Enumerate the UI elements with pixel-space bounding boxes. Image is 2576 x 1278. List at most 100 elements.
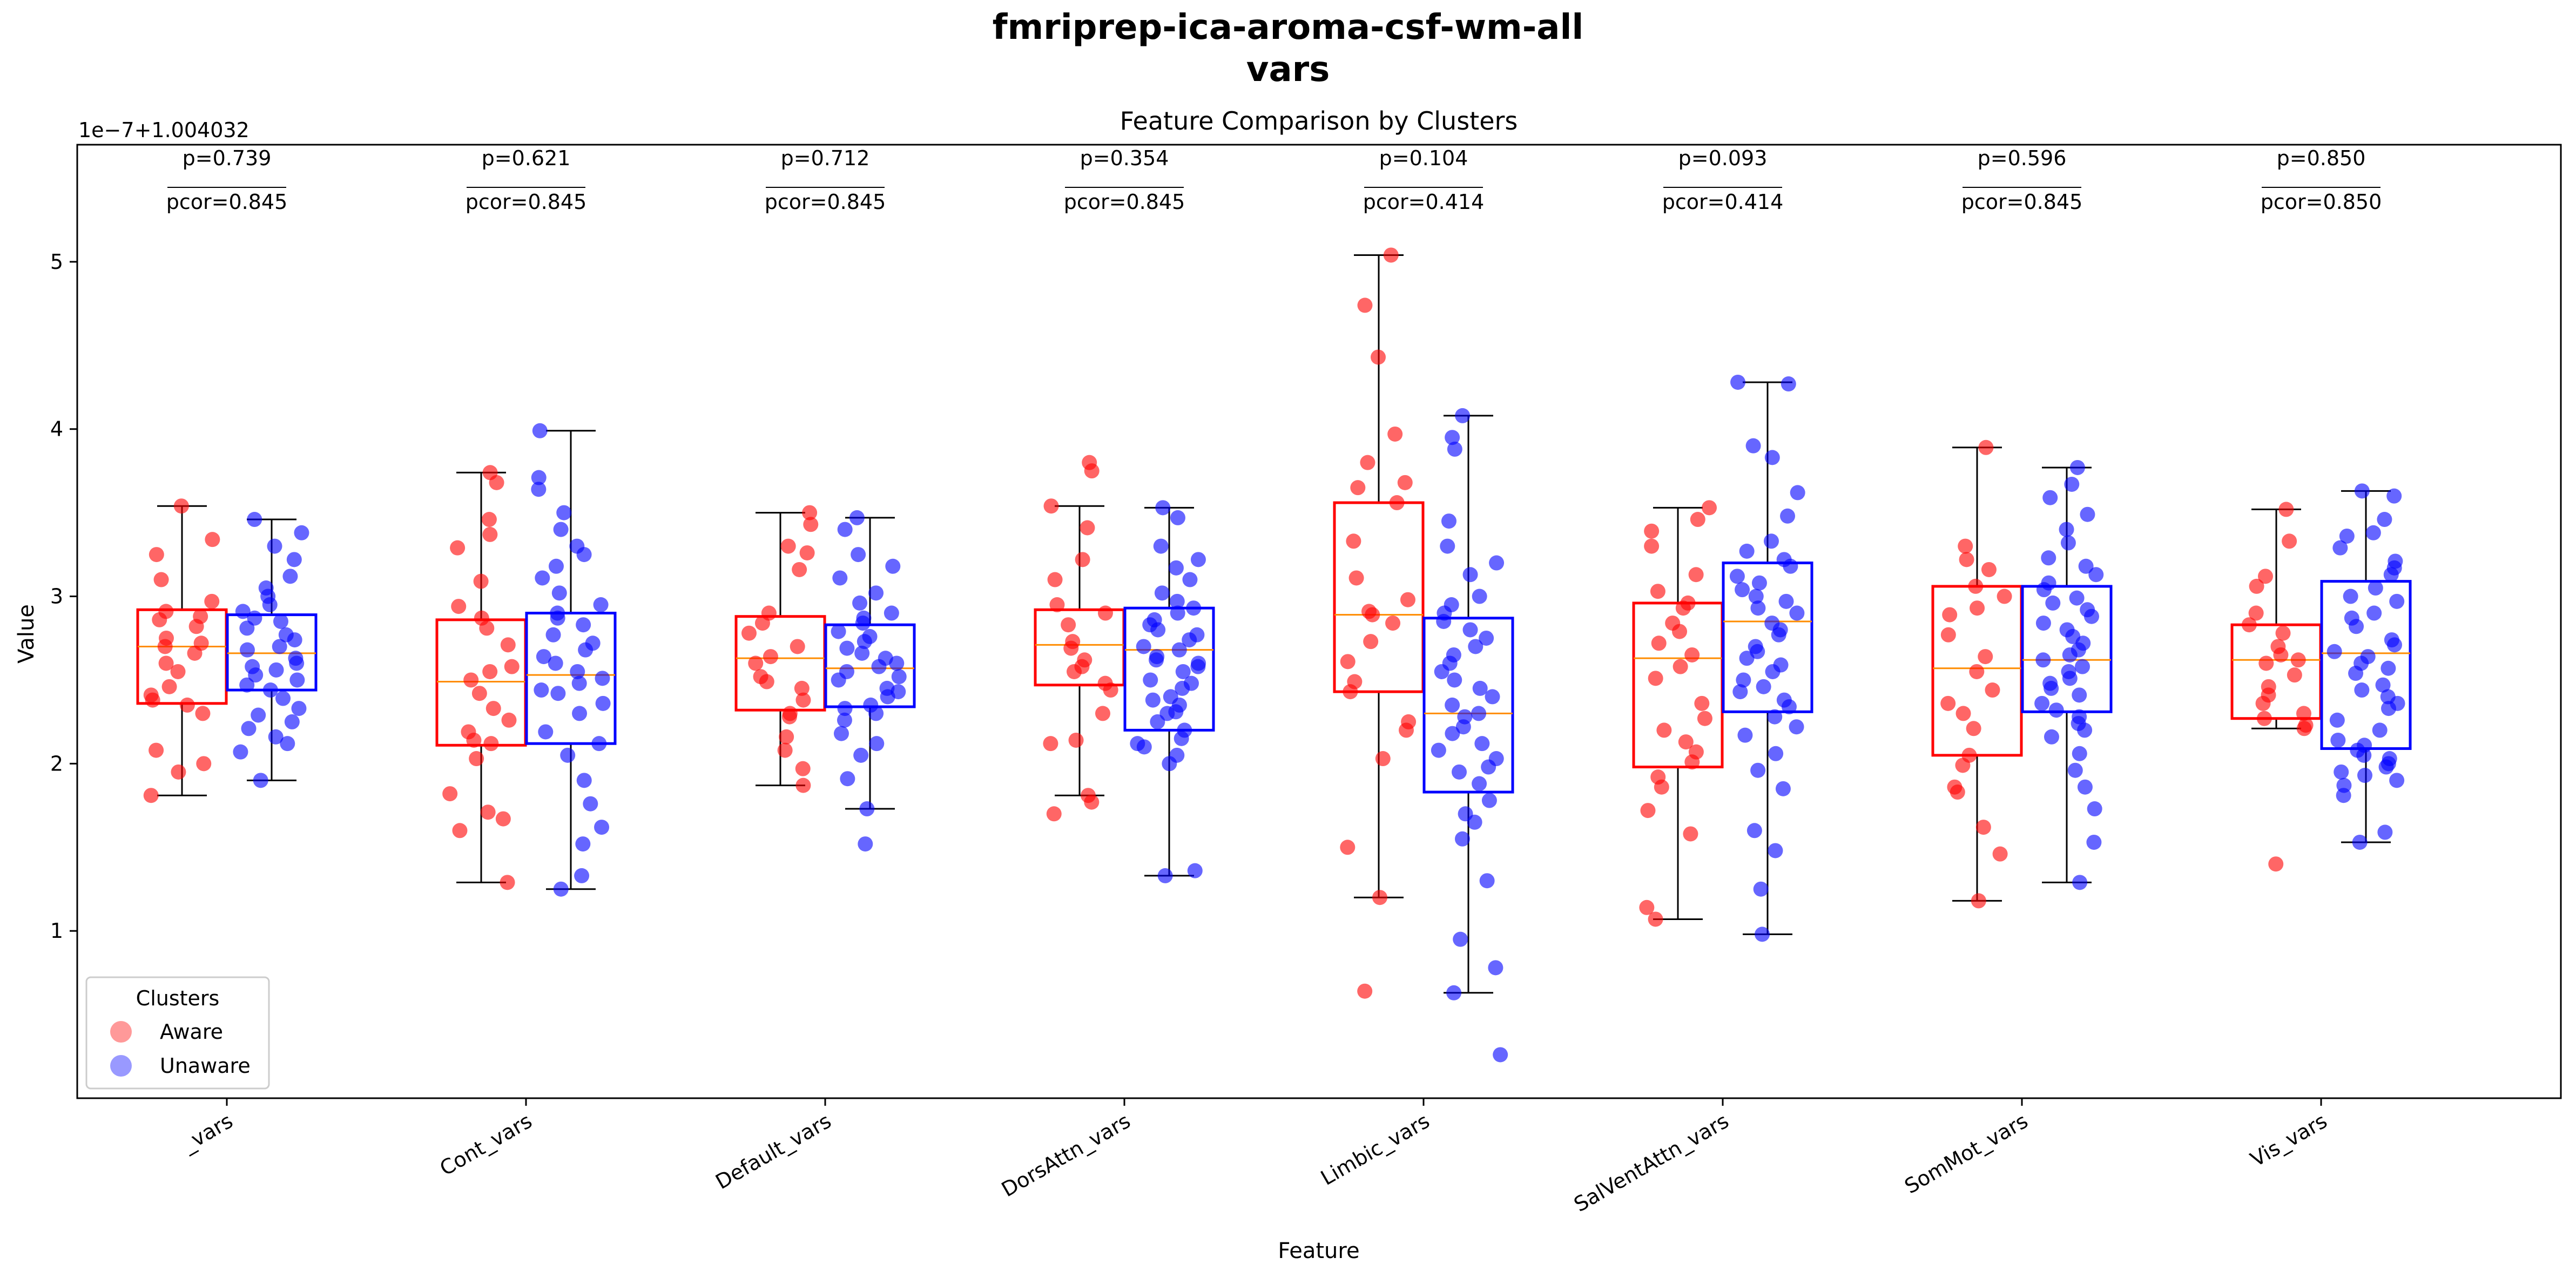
data-point-unaware xyxy=(859,801,875,817)
data-point-unaware xyxy=(593,597,609,613)
data-point-unaware xyxy=(2336,777,2352,793)
data-point-aware xyxy=(2268,856,2284,872)
data-point-unaware xyxy=(1756,679,1771,694)
data-point-aware xyxy=(802,505,818,520)
x-tick-label: _vars xyxy=(178,1109,237,1157)
data-point-unaware xyxy=(1452,764,1467,780)
data-point-unaware xyxy=(532,423,548,438)
p-value-label: p=0.596 xyxy=(1978,146,2067,170)
data-point-unaware xyxy=(1768,843,1783,858)
data-point-unaware xyxy=(2064,476,2080,492)
data-point-unaware xyxy=(576,617,591,633)
data-point-aware xyxy=(799,545,815,560)
data-point-aware xyxy=(1074,659,1090,674)
data-point-unaware xyxy=(2069,459,2085,475)
data-point-unaware xyxy=(1479,630,1494,646)
data-point-unaware xyxy=(1781,699,1797,715)
data-point-aware xyxy=(1340,840,1356,855)
plot-area: p=0.739 pcor=0.845 p=0.621 pcor=0.845 p=0.71… xyxy=(136,146,2412,1063)
data-point-aware xyxy=(158,630,174,646)
data-point-aware xyxy=(153,572,169,587)
data-point-unaware xyxy=(576,547,592,563)
data-point-unaware xyxy=(1763,533,1779,549)
data-point-unaware xyxy=(1190,552,1206,567)
data-point-unaware xyxy=(2344,610,2359,626)
data-point-aware xyxy=(171,764,186,780)
data-point-unaware xyxy=(891,669,907,685)
data-point-unaware xyxy=(288,651,304,666)
data-point-unaware xyxy=(884,605,899,621)
data-point-aware xyxy=(2275,625,2291,641)
data-point-aware xyxy=(1400,592,1415,607)
data-point-aware xyxy=(1650,769,1666,785)
data-point-unaware xyxy=(1789,605,1805,621)
data-point-unaware xyxy=(2044,729,2059,745)
data-point-unaware xyxy=(578,642,594,658)
data-point-aware xyxy=(1959,552,1974,567)
pcor-value-label: pcor=0.845 xyxy=(166,190,288,214)
data-point-unaware xyxy=(1190,659,1206,674)
y-offset-text: 1e−7+1.004032 xyxy=(78,118,249,142)
data-point-aware xyxy=(451,599,467,614)
data-point-aware xyxy=(1975,820,1991,835)
data-point-aware xyxy=(1997,589,2012,604)
data-point-aware xyxy=(741,625,757,641)
data-point-aware xyxy=(1357,983,1373,999)
data-point-unaware xyxy=(2366,605,2382,621)
x-tick-label: Default_vars xyxy=(711,1109,835,1194)
data-point-unaware xyxy=(2343,589,2358,604)
data-point-unaware xyxy=(1186,600,1202,616)
data-point-aware xyxy=(149,547,164,563)
data-point-aware xyxy=(1095,706,1110,721)
data-point-unaware xyxy=(268,662,284,678)
data-point-unaware xyxy=(574,868,590,883)
data-point-aware xyxy=(1971,893,1986,909)
data-point-unaware xyxy=(286,552,302,567)
data-point-aware xyxy=(1969,664,1985,679)
data-point-unaware xyxy=(571,675,587,691)
data-point-aware xyxy=(1387,426,1403,442)
data-point-aware xyxy=(1702,500,1717,516)
data-point-aware xyxy=(1375,751,1391,767)
y-tick-label: 4 xyxy=(50,417,63,441)
data-point-aware xyxy=(780,538,796,554)
data-point-unaware xyxy=(1445,726,1460,741)
data-point-unaware xyxy=(284,714,300,729)
data-point-unaware xyxy=(550,686,566,701)
data-point-unaware xyxy=(891,684,906,700)
data-point-unaware xyxy=(2365,525,2381,540)
data-point-unaware xyxy=(570,664,585,679)
data-point-unaware xyxy=(1153,538,1169,554)
data-point-aware xyxy=(149,742,164,758)
data-point-unaware xyxy=(1444,597,1459,613)
y-tick-label: 3 xyxy=(50,585,63,608)
data-point-aware xyxy=(1068,732,1084,748)
data-point-aware xyxy=(1644,523,1660,539)
data-point-aware xyxy=(469,751,484,767)
data-point-aware xyxy=(1675,600,1691,616)
data-point-unaware xyxy=(1748,589,1764,604)
data-point-aware xyxy=(1665,616,1681,631)
data-point-unaware xyxy=(1783,558,1798,574)
data-point-aware xyxy=(1049,597,1065,613)
data-point-unaware xyxy=(2034,695,2050,711)
data-point-aware xyxy=(763,649,778,665)
data-point-unaware xyxy=(1471,706,1487,721)
data-point-unaware xyxy=(1462,622,1478,638)
data-point-aware xyxy=(1639,900,1655,915)
data-point-unaware xyxy=(1768,746,1784,761)
data-point-aware xyxy=(1084,463,1100,479)
data-point-unaware xyxy=(575,836,591,852)
data-point-aware xyxy=(482,664,498,679)
data-point-unaware xyxy=(268,729,284,745)
data-point-unaware xyxy=(275,691,291,706)
box-aware xyxy=(1333,501,1425,693)
data-point-unaware xyxy=(1453,931,1468,947)
data-point-aware xyxy=(1651,635,1667,651)
data-point-unaware xyxy=(595,695,611,711)
data-point-unaware xyxy=(548,655,563,671)
axes-frame xyxy=(76,144,2562,1099)
data-point-aware xyxy=(792,562,807,577)
data-point-unaware xyxy=(871,659,887,674)
data-point-unaware xyxy=(853,747,869,763)
